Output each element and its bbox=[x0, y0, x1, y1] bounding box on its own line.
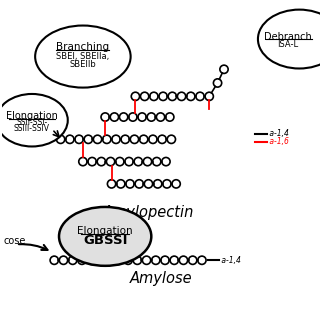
Text: SBEIIb: SBEIIb bbox=[69, 60, 96, 69]
Text: ISA-L: ISA-L bbox=[278, 40, 299, 49]
Text: SSII-SSI-: SSII-SSI- bbox=[16, 118, 48, 127]
Text: Branching: Branching bbox=[56, 42, 109, 52]
Text: Elongation: Elongation bbox=[6, 111, 58, 121]
Text: SBEI, SBEIIa,: SBEI, SBEIIa, bbox=[56, 52, 109, 61]
Text: Elongation: Elongation bbox=[77, 226, 133, 236]
Text: Debranch: Debranch bbox=[264, 31, 312, 42]
Text: Amylose: Amylose bbox=[130, 271, 192, 286]
Text: a-1,4: a-1,4 bbox=[268, 129, 289, 139]
Text: cose: cose bbox=[3, 236, 26, 246]
Text: a-1,4: a-1,4 bbox=[220, 256, 241, 265]
Ellipse shape bbox=[35, 26, 131, 88]
Text: GBSSI: GBSSI bbox=[83, 234, 127, 247]
Text: a-1,6: a-1,6 bbox=[268, 137, 289, 146]
Ellipse shape bbox=[258, 10, 320, 68]
Ellipse shape bbox=[59, 207, 151, 266]
Text: SSIII-SSIV: SSIII-SSIV bbox=[14, 124, 50, 133]
Ellipse shape bbox=[0, 94, 68, 147]
Text: Amylopectin: Amylopectin bbox=[102, 204, 194, 220]
